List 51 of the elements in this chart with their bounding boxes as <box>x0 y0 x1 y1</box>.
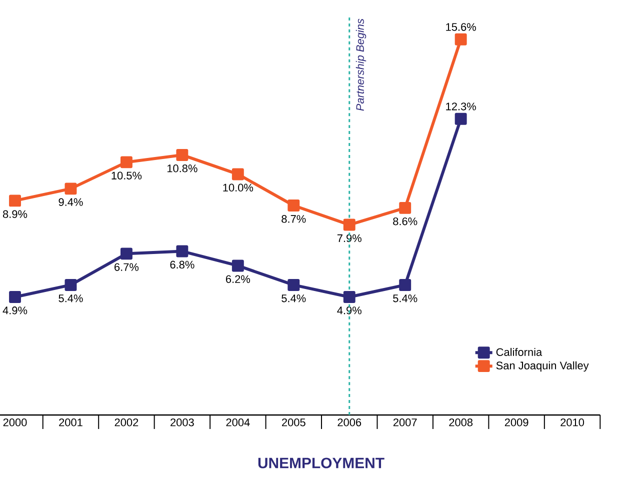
point <box>343 291 356 303</box>
data-label: 10.0% <box>223 184 254 192</box>
data-label: 15.6% <box>446 23 476 31</box>
point <box>9 194 21 207</box>
x-tick-label: 2008 <box>449 418 473 426</box>
data-label: 8.6% <box>393 217 418 226</box>
point <box>343 218 356 231</box>
data-label: 10.8% <box>167 164 198 172</box>
data-label: 6.7% <box>114 263 139 271</box>
data-label: 5.4% <box>58 294 83 302</box>
data-label: 9.4% <box>58 198 83 206</box>
data-label: 4.9% <box>337 306 362 314</box>
data-label: 6.2% <box>226 275 250 283</box>
point <box>176 245 188 258</box>
x-tick-label: 2001 <box>59 418 82 426</box>
data-label: 12.3% <box>446 102 476 110</box>
point <box>120 156 132 168</box>
point <box>454 112 467 125</box>
data-label: 8.7% <box>282 215 306 223</box>
legend-label: San Joaquin Valley <box>496 361 589 372</box>
data-label: 10.5% <box>112 172 142 180</box>
x-tick-label: 2000 <box>3 418 27 426</box>
point <box>399 278 412 291</box>
x-tick-label: 2009 <box>504 418 528 426</box>
data-label: 6.8% <box>170 260 194 269</box>
ref-line-label: Partnership Begins <box>356 18 366 111</box>
x-tick-label: 2003 <box>170 418 194 426</box>
point <box>232 168 244 180</box>
data-label: 4.9% <box>2 306 28 314</box>
point <box>64 278 77 291</box>
point <box>232 260 244 272</box>
point <box>288 200 300 212</box>
legend-label: California <box>496 348 542 356</box>
point <box>64 182 77 195</box>
point <box>9 291 21 303</box>
x-tick-label: 2010 <box>560 418 584 426</box>
point <box>120 248 132 260</box>
point <box>399 202 412 214</box>
x-tick-label: 2002 <box>114 418 138 426</box>
x-tick-label: 2004 <box>226 418 250 426</box>
data-label: 5.4% <box>393 294 418 302</box>
text: UNEMPLOYMENT <box>258 458 384 468</box>
data-label: 7.9% <box>337 234 362 242</box>
data-label: 5.4% <box>282 294 306 302</box>
point <box>288 278 300 291</box>
x-tick-label: 2006 <box>338 418 362 426</box>
data-label: 8.9% <box>2 210 28 218</box>
point <box>454 33 467 46</box>
point <box>176 148 188 161</box>
x-tick-label: 2005 <box>282 418 306 426</box>
x-tick-label: 2007 <box>393 418 417 426</box>
